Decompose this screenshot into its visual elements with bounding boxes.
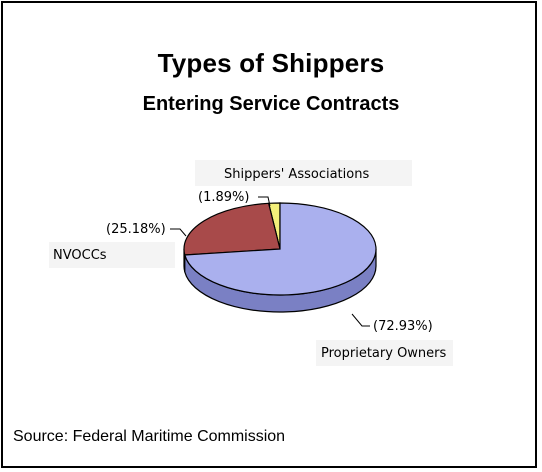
slice-label-proprietary: Proprietary Owners xyxy=(321,346,447,361)
chart-subtitle: Entering Service Contracts xyxy=(142,93,400,115)
chart-title: Types of Shippers xyxy=(157,48,385,78)
slice-pct-associations: (1.89%) xyxy=(198,190,249,205)
label-box-proprietary xyxy=(316,340,453,366)
pie-leaders xyxy=(170,196,370,327)
label-box-associations xyxy=(195,160,412,186)
label-box-nvoccs xyxy=(49,242,175,268)
slice-label-nvoccs: NVOCCs xyxy=(53,248,107,263)
pie-top xyxy=(183,202,377,296)
slice-pct-nvoccs: (25.18%) xyxy=(106,222,166,237)
pie-slice-proprietary xyxy=(184,202,377,296)
slice-label-associations: Shippers' Associations xyxy=(224,167,369,182)
leader-proprietary xyxy=(351,313,370,327)
pie-slice-nvoccs xyxy=(183,202,281,256)
source-note: Source: Federal Maritime Commission xyxy=(13,428,286,445)
leader-associations xyxy=(258,196,271,207)
leader-nvoccs xyxy=(170,228,187,237)
slice-pct-proprietary: (72.93%) xyxy=(373,319,433,334)
